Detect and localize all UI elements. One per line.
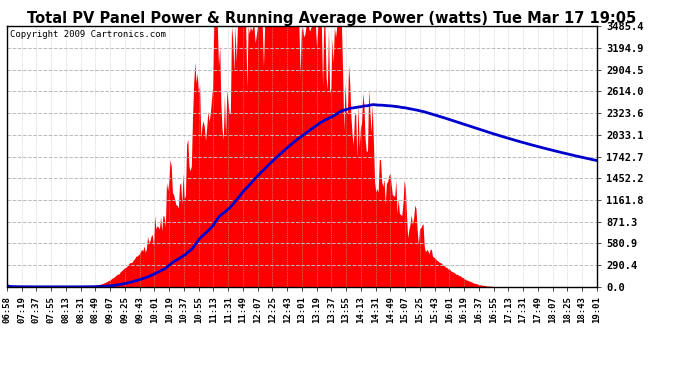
Text: Total PV Panel Power & Running Average Power (watts) Tue Mar 17 19:05: Total PV Panel Power & Running Average P… bbox=[27, 11, 635, 26]
Text: Copyright 2009 Cartronics.com: Copyright 2009 Cartronics.com bbox=[10, 30, 166, 39]
